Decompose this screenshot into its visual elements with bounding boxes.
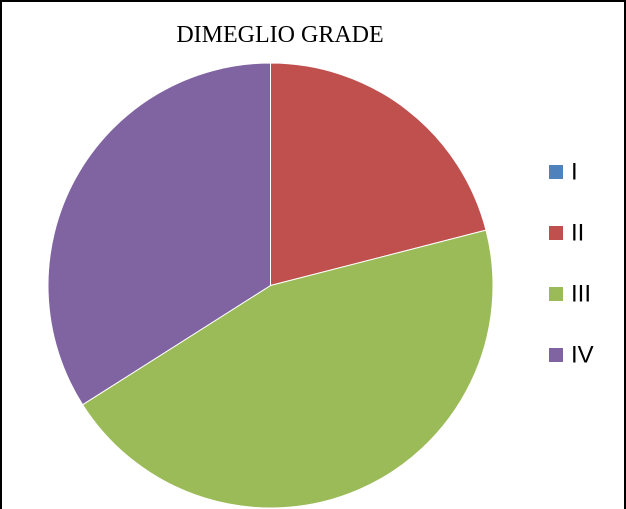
legend-label: IV [571,341,594,368]
pie-slice [270,62,487,287]
pie-slice [81,229,494,509]
legend-swatch [549,226,563,240]
legend-swatch [549,287,563,301]
chart-title: DIMEGLIO GRADE [176,22,383,48]
legend-label: II [571,219,584,246]
legend-label: I [571,158,578,185]
pie-slice [47,62,271,406]
legend-label: III [571,280,591,307]
legend-swatch [549,348,563,362]
legend-swatch [549,165,563,179]
